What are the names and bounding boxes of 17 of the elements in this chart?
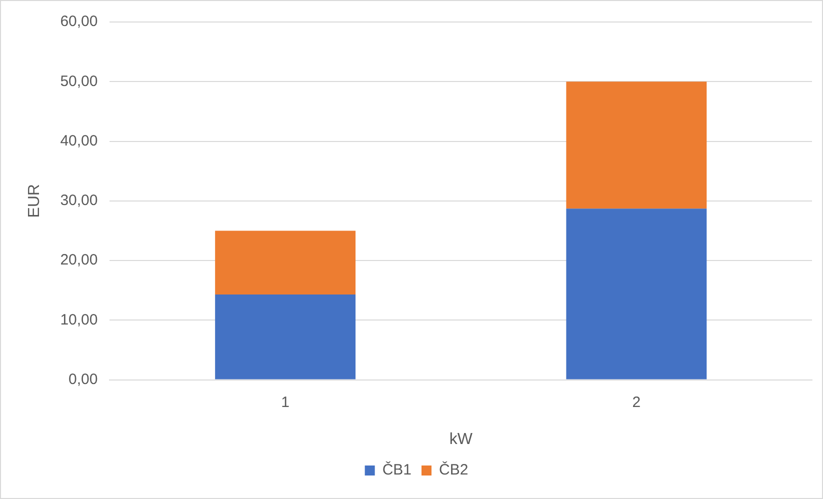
y-axis-title: EUR (26, 184, 44, 218)
bar (566, 208, 707, 380)
y-tick-label: 20,00 (60, 252, 98, 269)
y-tick-label: 10,00 (60, 311, 98, 328)
bar (215, 294, 356, 380)
x-tick-label: 1 (281, 394, 290, 411)
y-tick-label: 30,00 (60, 192, 98, 210)
x-axis-title: kW (449, 430, 474, 448)
bar (566, 82, 707, 209)
legend-label: ČB2 (439, 460, 468, 479)
y-tick-label: 60,00 (60, 13, 98, 30)
legend-label: ČB1 (382, 460, 412, 479)
y-tick-label: 40,00 (60, 132, 98, 150)
x-tick-label: 2 (632, 394, 641, 411)
bar (215, 230, 356, 295)
y-tick-label: 0,00 (68, 370, 98, 388)
y-tick-label: 50,00 (60, 72, 98, 90)
